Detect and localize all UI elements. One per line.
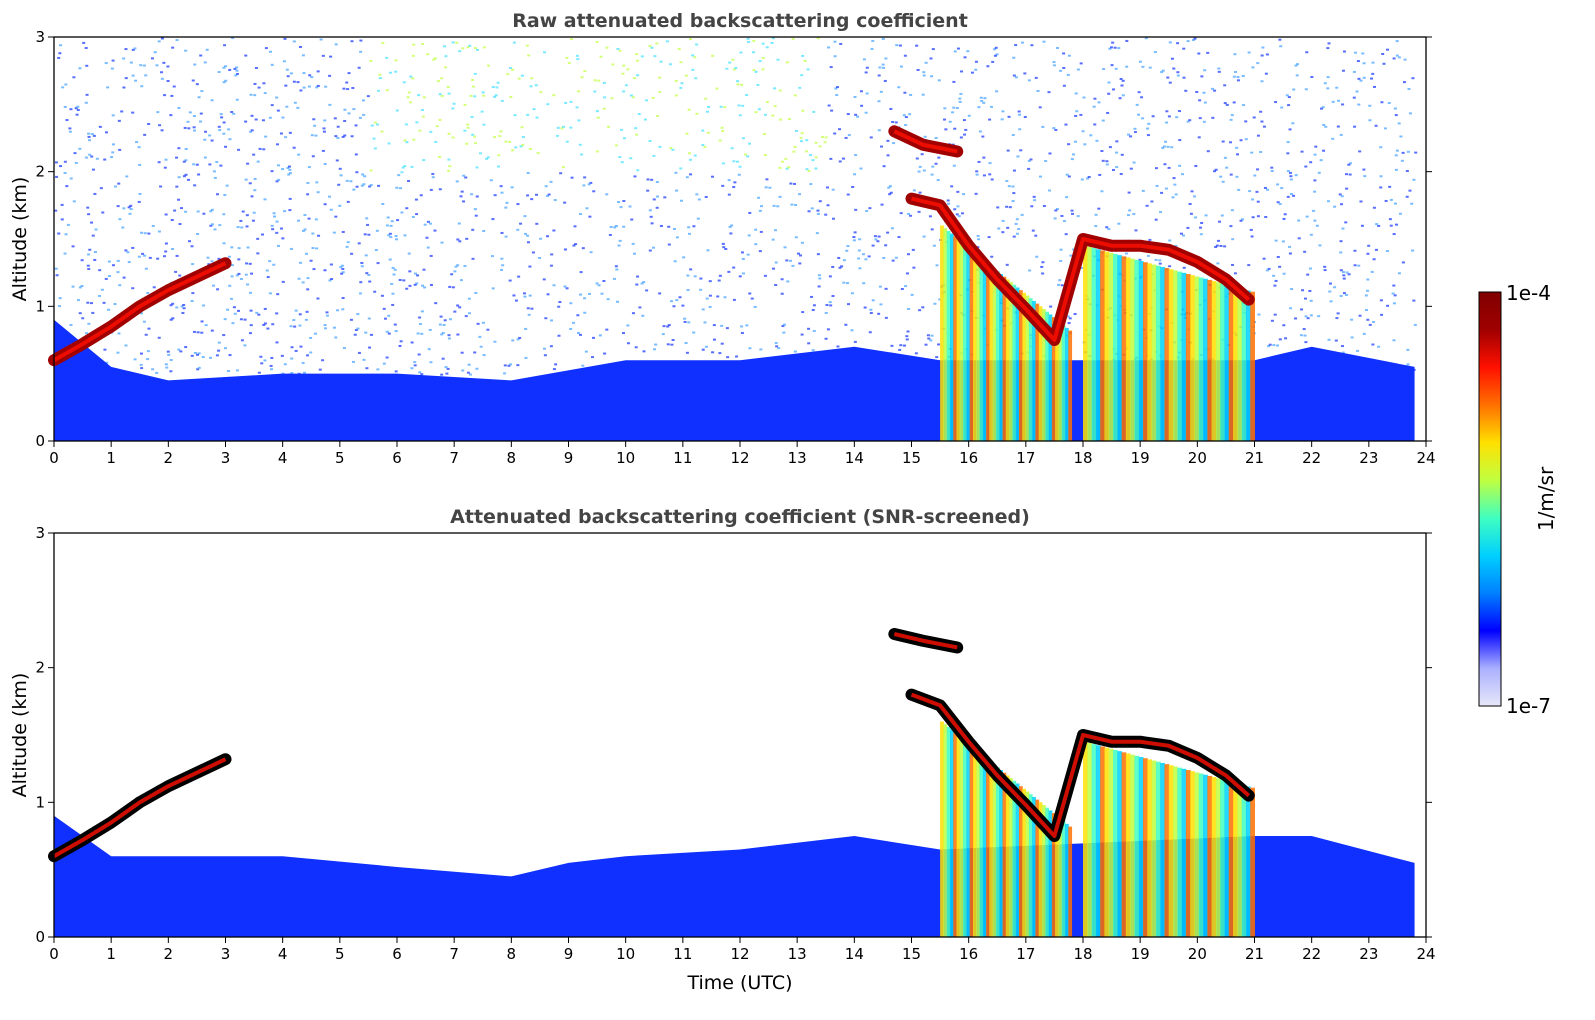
x-tick-label: 24 <box>1416 449 1435 467</box>
y-tick-label: 0 <box>35 928 45 946</box>
x-axis: 0 1 2 3 4 5 6 7 8 9 10 11 12 13 14 15 16 17 18 19 20 21 22 23 24 <box>49 441 1436 467</box>
x-tick-label: 18 <box>1073 945 1092 963</box>
panel-snr-screened: Attenuated backscattering coefficient (S… <box>9 506 1436 994</box>
x-axis: 0 1 2 3 4 5 6 7 8 9 10 11 12 13 14 15 16 17 18 19 20 21 22 23 24 <box>49 937 1436 963</box>
x-tick-label: 24 <box>1416 945 1435 963</box>
y-tick-label: 0 <box>35 432 45 450</box>
x-tick-label: 11 <box>673 945 692 963</box>
precipitation-column <box>940 721 1073 937</box>
x-tick-label: 4 <box>278 449 288 467</box>
x-tick-label: 8 <box>507 449 517 467</box>
x-tick-label: 1 <box>106 449 116 467</box>
heatmap-layer <box>48 628 1415 937</box>
x-tick-label: 10 <box>616 449 635 467</box>
colorbar-max-label: 1e-4 <box>1506 281 1551 305</box>
x-tick-label: 0 <box>49 945 59 963</box>
x-tick-label: 17 <box>1016 945 1035 963</box>
y-axis: 0 1 2 3 <box>35 28 1432 450</box>
y-axis-label: Altitude (km) <box>9 673 31 798</box>
x-tick-label: 9 <box>564 449 574 467</box>
x-tick-label: 22 <box>1302 449 1321 467</box>
x-tick-label: 11 <box>673 449 692 467</box>
x-tick-label: 4 <box>278 945 288 963</box>
y-tick-label: 3 <box>35 524 45 542</box>
x-tick-label: 12 <box>730 449 749 467</box>
panel-raw-backscatter: Raw attenuated backscattering coefficien… <box>9 10 1436 467</box>
boundary-layer-region <box>54 815 1415 937</box>
x-tick-label: 20 <box>1188 449 1207 467</box>
chart-title: Attenuated backscattering coefficient (S… <box>450 506 1030 528</box>
x-tick-label: 16 <box>959 945 978 963</box>
x-tick-label: 23 <box>1359 945 1378 963</box>
y-tick-label: 3 <box>35 28 45 46</box>
x-tick-label: 5 <box>335 945 345 963</box>
x-tick-label: 2 <box>164 945 174 963</box>
y-axis: 0 1 2 3 <box>35 524 1432 946</box>
x-tick-label: 20 <box>1188 945 1207 963</box>
y-tick-label: 1 <box>35 297 45 315</box>
x-tick-label: 6 <box>392 449 402 467</box>
colorbar: 1e-4 1e-7 1/m/sr <box>1478 281 1558 718</box>
x-tick-label: 3 <box>221 449 231 467</box>
boundary-layer-region <box>54 319 1415 441</box>
x-tick-label: 2 <box>164 449 174 467</box>
x-axis-label: Time (UTC) <box>686 972 792 994</box>
y-tick-label: 2 <box>35 659 45 677</box>
x-tick-label: 14 <box>845 449 864 467</box>
x-tick-label: 19 <box>1131 945 1150 963</box>
x-tick-label: 3 <box>221 945 231 963</box>
x-tick-label: 17 <box>1016 449 1035 467</box>
y-tick-label: 2 <box>35 163 45 181</box>
x-tick-label: 13 <box>788 945 807 963</box>
heatmap-layer <box>48 37 1418 441</box>
x-tick-label: 21 <box>1245 449 1264 467</box>
x-tick-label: 15 <box>902 449 921 467</box>
x-tick-label: 0 <box>49 449 59 467</box>
x-tick-label: 9 <box>564 945 574 963</box>
x-tick-label: 15 <box>902 945 921 963</box>
x-tick-label: 16 <box>959 449 978 467</box>
colorbar-min-label: 1e-7 <box>1506 694 1551 718</box>
x-tick-label: 14 <box>845 945 864 963</box>
x-tick-label: 7 <box>449 945 459 963</box>
chart-title: Raw attenuated backscattering coefficien… <box>512 10 968 32</box>
x-tick-label: 12 <box>730 945 749 963</box>
x-tick-label: 22 <box>1302 945 1321 963</box>
precipitation-column <box>940 225 1073 441</box>
x-tick-label: 13 <box>788 449 807 467</box>
background-noise <box>54 37 1418 376</box>
x-tick-label: 10 <box>616 945 635 963</box>
x-tick-label: 1 <box>106 945 116 963</box>
y-axis-label: Altitude (km) <box>9 177 31 302</box>
x-tick-label: 5 <box>335 449 345 467</box>
x-tick-label: 19 <box>1131 449 1150 467</box>
x-tick-label: 18 <box>1073 449 1092 467</box>
x-tick-label: 6 <box>392 945 402 963</box>
colorbar-unit-label: 1/m/sr <box>1534 466 1558 531</box>
x-tick-label: 23 <box>1359 449 1378 467</box>
x-tick-label: 8 <box>507 945 517 963</box>
precipitation-column <box>1083 741 1255 937</box>
x-tick-label: 7 <box>449 449 459 467</box>
y-tick-label: 1 <box>35 793 45 811</box>
precipitation-column <box>1083 245 1255 441</box>
x-tick-label: 21 <box>1245 945 1264 963</box>
colorbar-gradient <box>1478 291 1502 707</box>
